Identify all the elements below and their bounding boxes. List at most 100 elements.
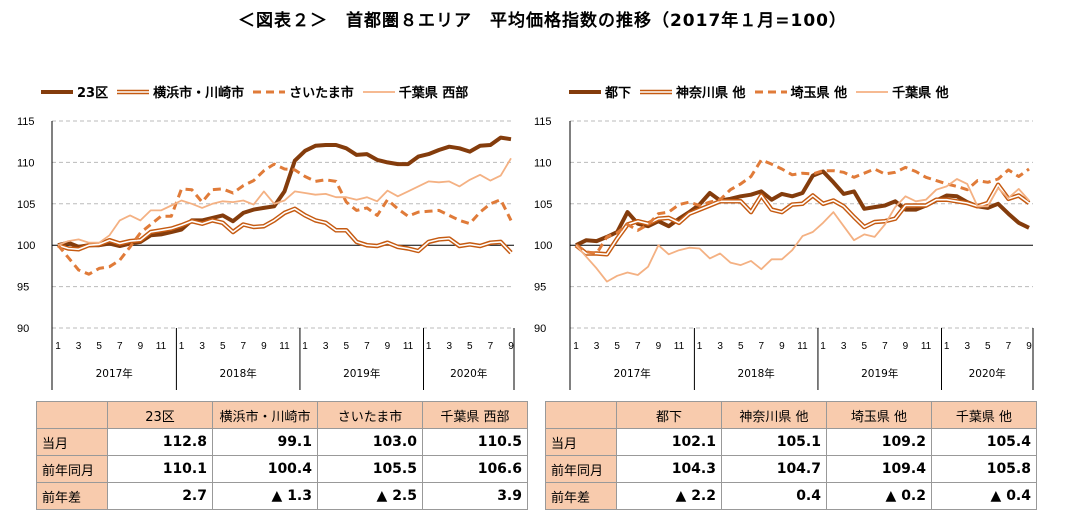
legend-label: さいたま市 bbox=[289, 86, 354, 101]
row-label: 前年同月 bbox=[545, 455, 617, 483]
legend-label: 都下 bbox=[605, 86, 632, 101]
table-cell: 100.4 bbox=[212, 455, 318, 483]
table-row: 前年差 2.7 ▲ 1.3 ▲ 2.5 3.9 bbox=[36, 482, 528, 510]
table-cell: 105.1 bbox=[721, 428, 827, 456]
x-tick-label: 7 bbox=[488, 341, 494, 352]
series-line-千葉県 他 bbox=[575, 178, 1030, 283]
table-cell: 106.6 bbox=[422, 455, 528, 483]
x-tick-label: 5 bbox=[220, 341, 226, 352]
row-label: 前年差 bbox=[545, 482, 617, 510]
table-cell: ▲ 2.5 bbox=[317, 482, 423, 510]
x-tick-label: 3 bbox=[76, 341, 82, 352]
legend-item: 横浜市・川崎市 bbox=[116, 82, 244, 101]
x-tick-label: 11 bbox=[921, 341, 932, 352]
x-tick-label: 1 bbox=[55, 341, 61, 352]
year-label: 2020年 bbox=[450, 367, 487, 380]
table-cell: 105.5 bbox=[317, 455, 423, 483]
table-cell: 103.0 bbox=[317, 428, 423, 456]
y-tick-label: 105 bbox=[17, 199, 35, 211]
table-cell: 104.7 bbox=[721, 455, 827, 483]
y-tick-label: 90 bbox=[17, 323, 29, 335]
year-label: 2018年 bbox=[220, 367, 257, 380]
x-tick-label: 1 bbox=[697, 341, 703, 352]
x-tick-label: 7 bbox=[1006, 341, 1012, 352]
table-cell: 105.4 bbox=[931, 428, 1037, 456]
x-tick-label: 11 bbox=[797, 341, 808, 352]
legend-label: 千葉県 西部 bbox=[398, 86, 469, 101]
legend-label: 横浜市・川崎市 bbox=[153, 86, 245, 101]
column-header: 千葉県 他 bbox=[931, 401, 1037, 429]
x-tick-label: 1 bbox=[179, 341, 185, 352]
table-cell: 104.3 bbox=[616, 455, 722, 483]
table-right: 都下 神奈川県 他埼玉県 他千葉県 他当月 102.1 105.1 109.2 105.4… bbox=[545, 401, 1037, 510]
x-tick-label: 3 bbox=[199, 341, 205, 352]
x-tick-label: 11 bbox=[674, 341, 685, 352]
series-line-横浜市・川崎市-inner bbox=[57, 208, 512, 254]
x-tick-label: 1 bbox=[820, 341, 826, 352]
x-tick-label: 9 bbox=[385, 341, 391, 352]
x-tick-label: 1 bbox=[302, 341, 308, 352]
x-tick-label: 5 bbox=[343, 341, 349, 352]
y-tick-label: 95 bbox=[17, 282, 29, 294]
series-line-千葉県 西部 bbox=[57, 157, 512, 247]
x-tick-label: 1 bbox=[426, 341, 432, 352]
column-header: 埼玉県 他 bbox=[826, 401, 932, 429]
legend-item: 神奈川県 他 bbox=[639, 82, 746, 101]
table-cell: 99.1 bbox=[212, 428, 318, 456]
table-cell: ▲ 0.2 bbox=[826, 482, 932, 510]
legend-swatch bbox=[640, 89, 673, 94]
legend-swatch bbox=[117, 89, 150, 94]
legend-label: 千葉県 他 bbox=[892, 86, 949, 101]
table-row: 前年差 ▲ 2.2 0.4 ▲ 0.2 ▲ 0.4 bbox=[545, 482, 1037, 510]
table-row: 当月 112.8 99.1 103.0 110.5 bbox=[36, 428, 528, 456]
column-header: 神奈川県 他 bbox=[721, 401, 827, 429]
figure-title: ＜図表２＞ 首都圏８エリア 平均価格指数の推移（2017年１月=100） bbox=[237, 11, 848, 31]
table-cell: 110.5 bbox=[422, 428, 528, 456]
column-header: さいたま市 bbox=[317, 401, 423, 429]
x-tick-label: 3 bbox=[594, 341, 600, 352]
x-tick-label: 9 bbox=[261, 341, 267, 352]
table-cell: 112.8 bbox=[107, 428, 213, 456]
table-left: 23区 横浜市・川崎市 さいたま市 千葉県 西部 当月 112.8 99.1 103.0 110… bbox=[36, 401, 528, 510]
legend-swatch bbox=[856, 90, 889, 93]
table-cell: 109.4 bbox=[826, 455, 932, 483]
column-header bbox=[36, 401, 108, 429]
year-label: 2019年 bbox=[861, 367, 898, 380]
x-tick-label: 7 bbox=[882, 341, 888, 352]
x-tick-label: 9 bbox=[656, 341, 662, 352]
x-tick-label: 7 bbox=[635, 341, 641, 352]
x-tick-label: 11 bbox=[156, 341, 167, 352]
y-tick-label: 90 bbox=[534, 323, 546, 335]
table-cell: 110.1 bbox=[107, 455, 213, 483]
year-label: 2018年 bbox=[738, 367, 775, 380]
table-cell: 102.1 bbox=[616, 428, 722, 456]
table-cell: 105.8 bbox=[931, 455, 1037, 483]
legend-swatch bbox=[253, 90, 286, 93]
x-tick-label: 5 bbox=[614, 341, 620, 352]
y-tick-label: 115 bbox=[534, 116, 552, 128]
y-tick-label: 100 bbox=[17, 240, 35, 252]
legend-swatch bbox=[41, 89, 73, 94]
x-tick-label: 11 bbox=[403, 341, 414, 352]
table-row: 当月 102.1 105.1 109.2 105.4 bbox=[545, 428, 1037, 456]
year-label: 2019年 bbox=[343, 367, 380, 380]
table-cell: ▲ 1.3 bbox=[212, 482, 318, 510]
column-header: 千葉県 西部 bbox=[422, 401, 528, 429]
table-cell: 0.4 bbox=[721, 482, 827, 510]
x-tick-label: 3 bbox=[323, 341, 329, 352]
x-tick-label: 1 bbox=[944, 341, 950, 352]
x-tick-label: 9 bbox=[508, 341, 514, 352]
x-tick-label: 11 bbox=[279, 341, 290, 352]
legend-label: 23区 bbox=[77, 86, 109, 101]
row-label: 前年差 bbox=[36, 482, 108, 510]
row-label: 当月 bbox=[36, 428, 108, 456]
series-line-都下 bbox=[575, 169, 1030, 247]
legend-swatch bbox=[362, 90, 395, 93]
table-row: 前年同月 110.1 100.4 105.5 106.6 bbox=[36, 455, 528, 483]
x-tick-label: 9 bbox=[779, 341, 785, 352]
row-label: 当月 bbox=[545, 428, 617, 456]
x-tick-label: 9 bbox=[1026, 341, 1032, 352]
x-tick-label: 7 bbox=[241, 341, 247, 352]
